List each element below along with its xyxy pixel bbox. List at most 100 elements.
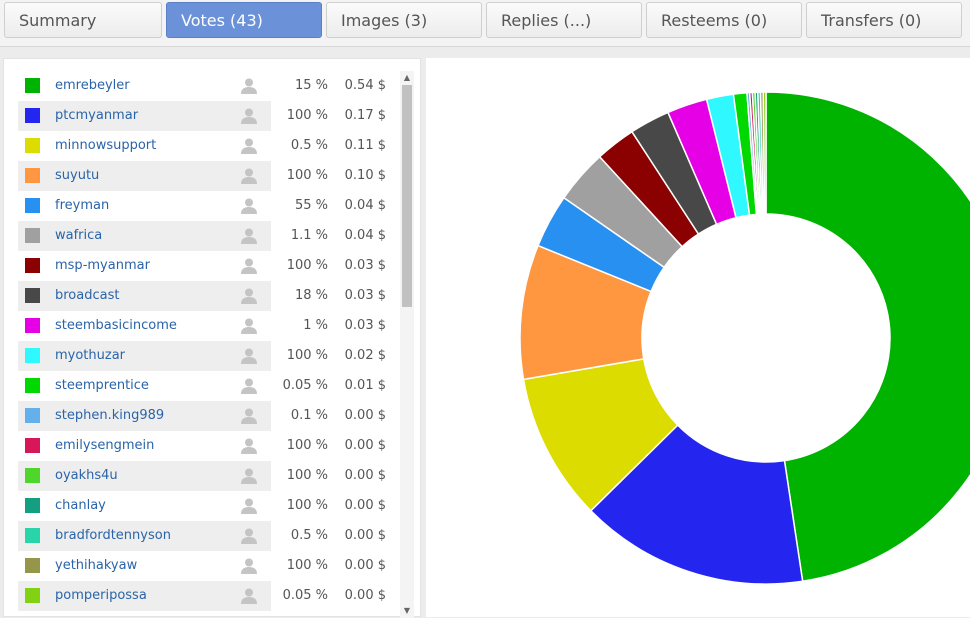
vote-value: 0.00 $ xyxy=(344,438,386,453)
vote-value: 0.00 $ xyxy=(344,588,386,603)
voter-name-link[interactable]: stephen.king989 xyxy=(55,408,165,423)
color-swatch xyxy=(25,138,40,153)
vote-row: steembasicincome 1 % 0.03 $ xyxy=(18,311,396,341)
color-swatch xyxy=(25,498,40,513)
vote-value: 0.00 $ xyxy=(344,408,386,423)
voter-name-link[interactable]: msp-myanmar xyxy=(55,258,150,273)
color-swatch xyxy=(25,258,40,273)
vote-row: ptcmyanmar 100 % 0.17 $ xyxy=(18,101,396,131)
vote-value: 0.04 $ xyxy=(344,198,386,213)
user-avatar-icon xyxy=(240,557,258,575)
vote-value: 0.03 $ xyxy=(344,288,386,303)
vote-row: pomperipossa 0.05 % 0.00 $ xyxy=(18,581,396,611)
vote-percent: 0.5 % xyxy=(290,528,328,543)
tab-transfers[interactable]: Transfers (0) xyxy=(806,2,962,38)
color-swatch xyxy=(25,288,40,303)
color-swatch xyxy=(25,528,40,543)
value-cell xyxy=(271,161,396,191)
value-cell xyxy=(271,521,396,551)
voter-name-link[interactable]: myothuzar xyxy=(55,348,126,363)
color-swatch xyxy=(25,408,40,423)
vote-percent: 1.1 % xyxy=(290,228,328,243)
value-cell xyxy=(271,101,396,131)
vote-percent: 100 % xyxy=(286,258,328,273)
voter-name-link[interactable]: yethihakyaw xyxy=(55,558,138,573)
voter-name-link[interactable]: wafrica xyxy=(55,228,103,243)
vote-percent: 100 % xyxy=(286,438,328,453)
votes-list-panel: emrebeyler 15 % 0.54 $ ptcmyanmar 100 % 0.17 … xyxy=(3,58,421,618)
user-avatar-icon xyxy=(240,257,258,275)
vote-percent: 100 % xyxy=(286,468,328,483)
vote-row: stephen.king989 0.1 % 0.00 $ xyxy=(18,401,396,431)
votes-list: emrebeyler 15 % 0.54 $ ptcmyanmar 100 % 0.17 … xyxy=(18,71,396,611)
user-avatar-icon xyxy=(240,407,258,425)
vote-value: 0.00 $ xyxy=(344,558,386,573)
vote-percent: 55 % xyxy=(294,198,328,213)
vote-row: emrebeyler 15 % 0.54 $ xyxy=(18,71,396,101)
voter-name-link[interactable]: bradfordtennyson xyxy=(55,528,171,543)
user-avatar-icon xyxy=(240,497,258,515)
vote-percent: 100 % xyxy=(286,108,328,123)
color-swatch xyxy=(25,378,40,393)
vote-value: 0.02 $ xyxy=(344,348,386,363)
voter-name-link[interactable]: steembasicincome xyxy=(55,318,177,333)
vote-percent: 0.05 % xyxy=(282,378,328,393)
vote-row: oyakhs4u 100 % 0.00 $ xyxy=(18,461,396,491)
scroll-down-arrow-icon[interactable]: ▼ xyxy=(403,606,411,615)
user-avatar-icon xyxy=(240,437,258,455)
value-cell xyxy=(271,401,396,431)
voter-name-link[interactable]: oyakhs4u xyxy=(55,468,118,483)
vertical-scrollbar[interactable]: ▲ ▼ xyxy=(400,71,414,618)
user-avatar-icon xyxy=(240,467,258,485)
user-avatar-icon xyxy=(240,227,258,245)
vote-row: emilysengmein 100 % 0.00 $ xyxy=(18,431,396,461)
color-swatch xyxy=(25,468,40,483)
voter-name-link[interactable]: minnowsupport xyxy=(55,138,157,153)
vote-row: chanlay 100 % 0.00 $ xyxy=(18,491,396,521)
user-avatar-icon xyxy=(240,77,258,95)
voter-name-link[interactable]: broadcast xyxy=(55,288,120,303)
tab-images[interactable]: Images (3) xyxy=(326,2,482,38)
voter-name-link[interactable]: ptcmyanmar xyxy=(55,108,139,123)
voter-name-link[interactable]: steemprentice xyxy=(55,378,149,393)
vote-row: myothuzar 100 % 0.02 $ xyxy=(18,341,396,371)
vote-percent: 100 % xyxy=(286,348,328,363)
tab-votes[interactable]: Votes (43) xyxy=(166,2,322,38)
pie-slice-ptcmyanmar[interactable] xyxy=(589,424,804,585)
vote-row: steemprentice 0.05 % 0.01 $ xyxy=(18,371,396,401)
color-swatch xyxy=(25,588,40,603)
vote-value: 0.10 $ xyxy=(344,168,386,183)
vote-percent: 15 % xyxy=(294,78,328,93)
value-cell xyxy=(271,461,396,491)
vote-value: 0.00 $ xyxy=(344,468,386,483)
scroll-up-arrow-icon[interactable]: ▲ xyxy=(403,73,411,82)
voter-name-link[interactable]: emilysengmein xyxy=(55,438,155,453)
pie-slice-emrebeyler[interactable] xyxy=(765,91,970,583)
voter-name-link[interactable]: suyutu xyxy=(55,168,100,183)
tab-summary[interactable]: Summary xyxy=(4,2,162,38)
user-avatar-icon xyxy=(240,287,258,305)
color-swatch xyxy=(25,558,40,573)
vote-row: broadcast 18 % 0.03 $ xyxy=(18,281,396,311)
tab-replies[interactable]: Replies (...) xyxy=(486,2,642,38)
vote-row: msp-myanmar 100 % 0.03 $ xyxy=(18,251,396,281)
user-avatar-icon xyxy=(240,107,258,125)
tab-bar: Summary Votes (43) Images (3) Replies (.… xyxy=(0,0,970,47)
color-swatch xyxy=(25,438,40,453)
voter-name-link[interactable]: emrebeyler xyxy=(55,78,130,93)
vote-value: 0.01 $ xyxy=(344,378,386,393)
pie-slice-pomperipossa[interactable] xyxy=(762,91,767,215)
vote-value: 0.17 $ xyxy=(344,108,386,123)
voter-name-link[interactable]: pomperipossa xyxy=(55,588,147,603)
user-avatar-icon xyxy=(240,347,258,365)
user-avatar-icon xyxy=(240,377,258,395)
vote-value: 0.03 $ xyxy=(344,318,386,333)
vote-value: 0.00 $ xyxy=(344,528,386,543)
tab-resteems[interactable]: Resteems (0) xyxy=(646,2,802,38)
vote-percent: 0.1 % xyxy=(290,408,328,423)
user-avatar-icon xyxy=(240,137,258,155)
voter-name-link[interactable]: freyman xyxy=(55,198,110,213)
voter-name-link[interactable]: chanlay xyxy=(55,498,106,513)
scroll-thumb[interactable] xyxy=(402,85,412,307)
vote-percent: 0.5 % xyxy=(290,138,328,153)
